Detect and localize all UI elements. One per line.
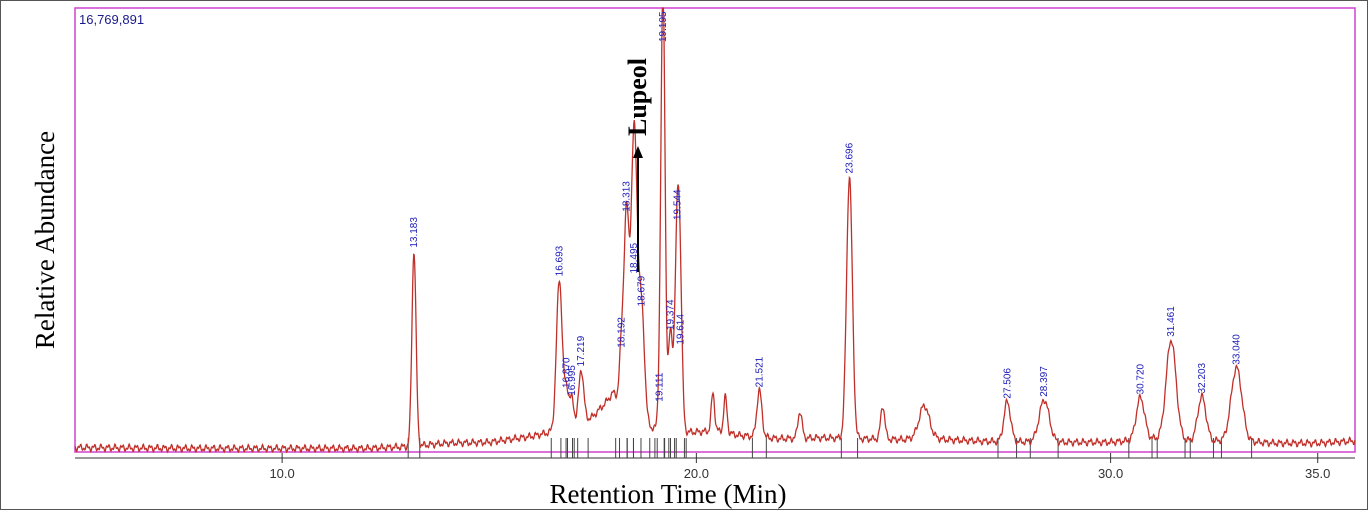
- y-axis-label: Relative Abundance: [30, 131, 60, 349]
- peak-label: 16.870: [562, 357, 573, 388]
- x-tick-label: 10.0: [269, 466, 294, 481]
- peak-label: 27.506: [1002, 368, 1013, 399]
- lupeol-arrowhead: [633, 146, 643, 158]
- max-abundance-label: 16,769,891: [79, 12, 144, 27]
- peak-label: 18.679: [637, 275, 648, 306]
- peak-label: 18.192: [616, 317, 627, 348]
- plot-area: [74, 7, 1356, 453]
- peak-label: 23.696: [844, 142, 855, 173]
- x-axis-ticks: 10.0 20.0 30.0 35.0: [269, 453, 1330, 481]
- x-tick-label: 20.0: [684, 466, 709, 481]
- peak-label: 21.521: [754, 356, 765, 387]
- peak-label: 18.495: [629, 242, 640, 273]
- peak-label: 19.111: [655, 372, 666, 402]
- x-axis-label: Retention Time (Min): [549, 479, 786, 509]
- lupeol-label: Lupeol: [623, 58, 652, 136]
- peak-label: 16.693: [554, 245, 565, 276]
- peak-label: 19.374: [665, 299, 676, 330]
- peak-label: 17.219: [576, 335, 587, 366]
- peak-label: 19.614: [675, 314, 686, 345]
- peak-label: 31.461: [1166, 306, 1177, 337]
- peak-label: 28.397: [1039, 366, 1050, 397]
- peak-label: 13.183: [409, 217, 420, 248]
- integration-markers: [407, 438, 1253, 458]
- peak-label: 30.720: [1135, 363, 1146, 394]
- peak-label: 33.040: [1232, 334, 1243, 365]
- chromatogram-trace: [74, 7, 1356, 454]
- x-tick-label: 35.0: [1305, 466, 1330, 481]
- peak-label: 19.195: [658, 11, 669, 42]
- lupeol-annotation: Lupeol: [623, 58, 652, 272]
- x-tick-label: 30.0: [1098, 466, 1123, 481]
- peak-label: 18.313: [621, 181, 632, 212]
- peak-label: 32.203: [1197, 362, 1208, 393]
- peak-label: 16.995: [567, 365, 578, 396]
- peak-label: 19.544: [672, 189, 683, 220]
